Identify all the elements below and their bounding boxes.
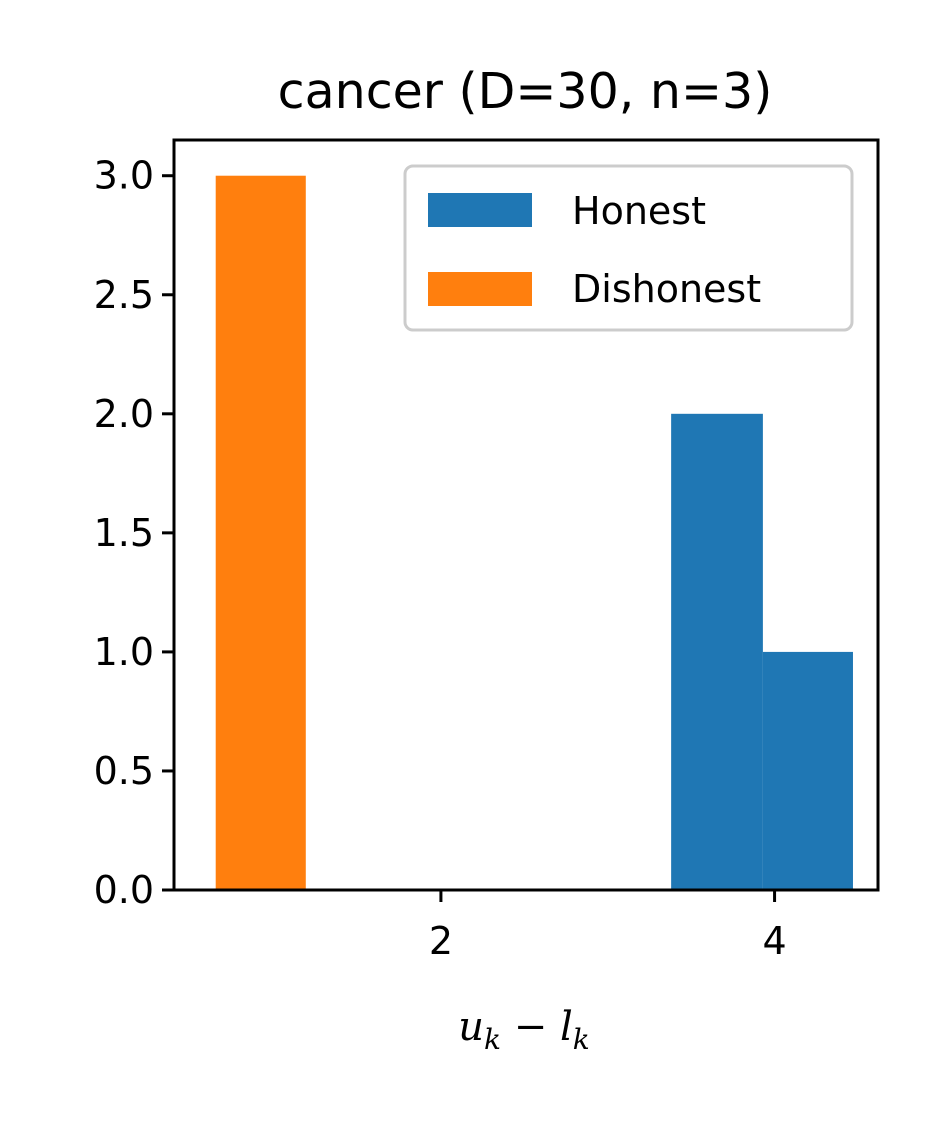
y-axis: 0.0 0.5 1.0 1.5 2.0 2.5 3.0 (94, 154, 174, 912)
bar-dishonest-0 (215, 175, 306, 890)
y-tick-label: 3.0 (94, 154, 154, 198)
x-label-minus: − (501, 1004, 560, 1050)
y-tick-label: 0.0 (94, 868, 154, 912)
x-label-l: l (560, 1004, 573, 1050)
legend-swatch-dishonest (428, 272, 532, 306)
x-label-u-sub: k (484, 1023, 501, 1056)
x-axis-label: uk − lk (458, 1004, 589, 1056)
y-tick-label: 2.5 (94, 273, 154, 317)
legend-label-dishonest: Dishonest (572, 267, 761, 311)
y-tick-label: 0.5 (94, 749, 154, 793)
legend: Honest Dishonest (403, 164, 854, 332)
y-tick-label: 1.5 (94, 511, 154, 555)
x-tick-label: 4 (762, 919, 786, 963)
bar-honest-0 (671, 413, 763, 890)
plot-frame (172, 138, 880, 892)
x-tick-label: 2 (429, 919, 453, 963)
chart-title: cancer (D=30, n=3) (278, 63, 773, 120)
y-tick-label: 1.0 (94, 630, 154, 674)
legend-swatch-honest (428, 193, 532, 227)
y-tick-label: 2.0 (94, 392, 154, 436)
x-label-u: u (458, 1004, 484, 1050)
x-label-l-sub: k (573, 1023, 590, 1056)
bar-honest-1 (762, 651, 853, 890)
bars-layer (215, 175, 853, 890)
legend-label-honest: Honest (572, 189, 706, 233)
